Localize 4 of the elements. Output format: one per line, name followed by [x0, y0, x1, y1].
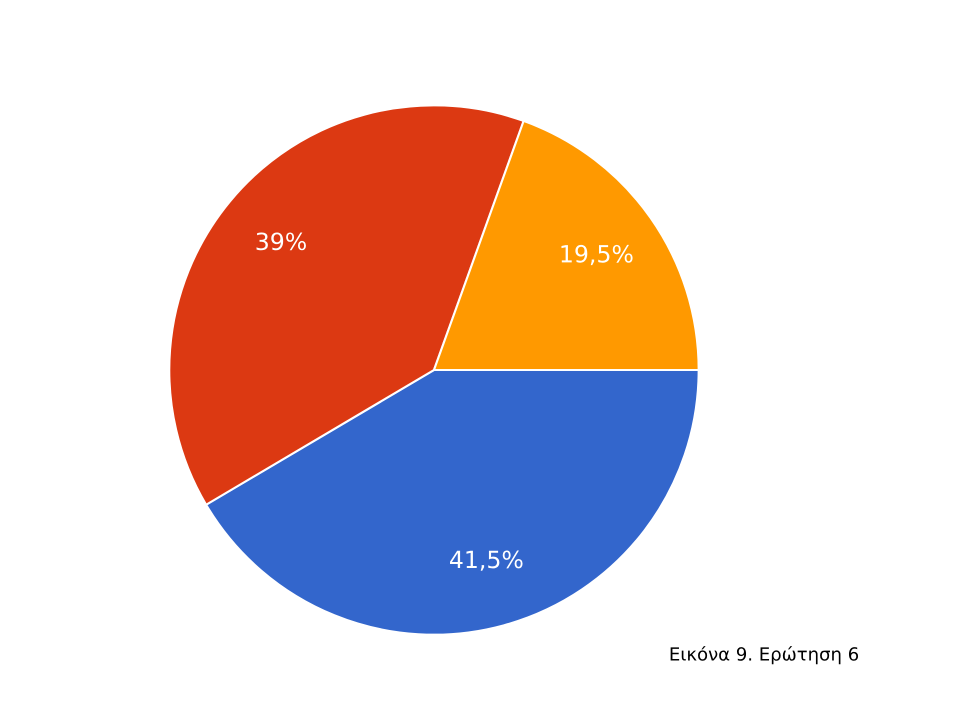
- text: Εικόνα 9. Ερώτηση 6: [670, 646, 858, 664]
- data-label: 41,5%: [450, 550, 523, 571]
- data-label: 19,5%: [561, 244, 633, 266]
- data-label: 39%: [256, 232, 306, 250]
